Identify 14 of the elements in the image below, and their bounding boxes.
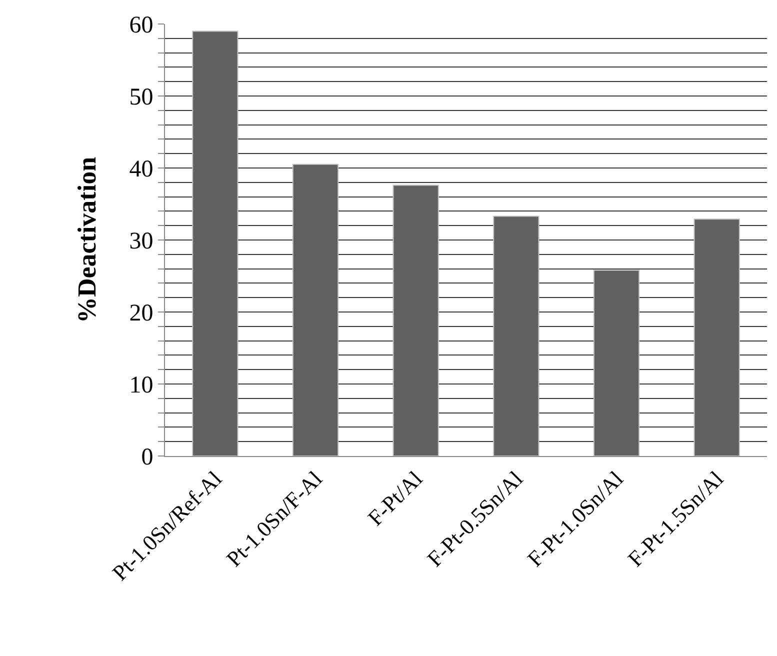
bar [292, 164, 339, 456]
bar [493, 216, 540, 456]
y-tick-label: 0 [141, 444, 154, 470]
bar [392, 184, 439, 456]
y-axis-title: %Deactivation [72, 156, 102, 324]
y-tick-label: 30 [129, 228, 154, 254]
bar [192, 30, 238, 456]
y-tick-label: 10 [129, 372, 154, 398]
bar [593, 270, 640, 456]
y-tick-label: 50 [129, 84, 154, 110]
bar [694, 218, 740, 456]
y-tick-label: 20 [129, 300, 154, 326]
y-tick-label: 40 [129, 156, 154, 182]
y-tick-label: 60 [129, 12, 154, 38]
